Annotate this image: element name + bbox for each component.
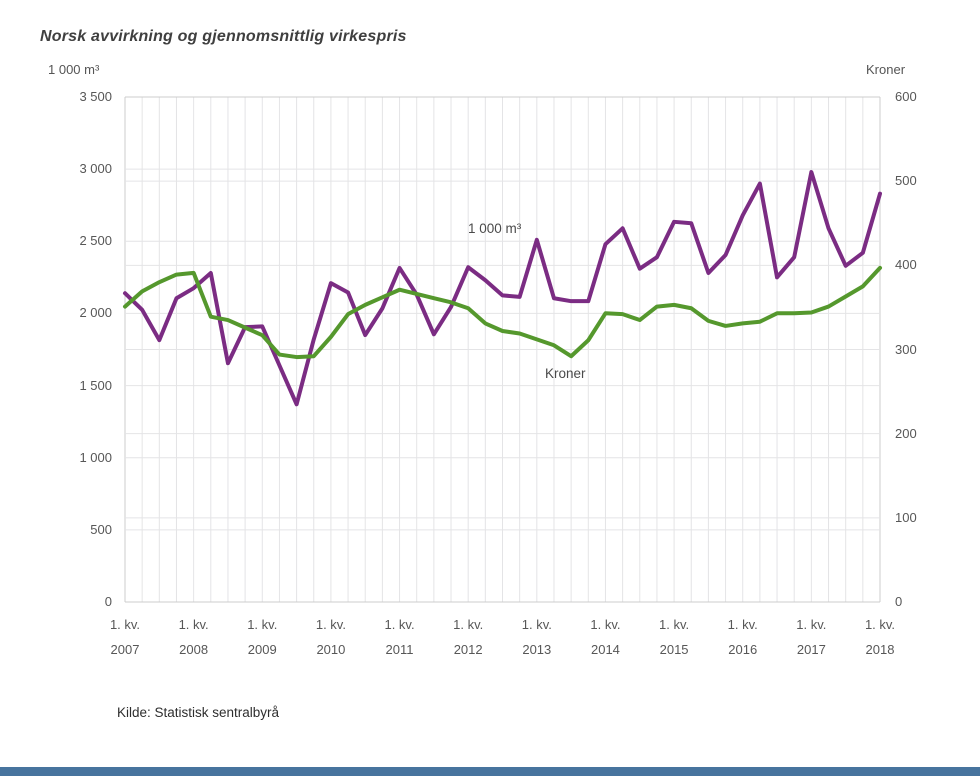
volume-series-label: 1 000 m³	[468, 221, 522, 236]
left-axis-unit: 1 000 m³	[48, 62, 100, 77]
x-axis-tick: 1. kv. 2016	[727, 617, 758, 657]
right-axis-tick: 400	[895, 257, 917, 273]
left-axis-tick: 2 500	[79, 233, 112, 249]
right-axis-tick: 100	[895, 509, 917, 525]
x-axis-tick: 1. kv. 2013	[521, 617, 552, 657]
x-axis-tick: 1. kv. 2015	[659, 617, 690, 657]
x-axis-tick: 1. kv. 2017	[796, 617, 827, 657]
right-axis-tick: 600	[895, 89, 917, 104]
x-axis-tick: 1. kv. 2011	[384, 617, 415, 657]
right-axis-tick: 300	[895, 341, 917, 357]
right-axis-tick: 500	[895, 173, 917, 189]
x-axis-tick: 1. kv. 2008	[178, 617, 209, 657]
x-axis-tick: 1. kv. 2009	[247, 617, 278, 657]
x-axis-tick: 1. kv. 2018	[864, 617, 896, 657]
left-axis-tick: 0	[104, 594, 112, 609]
left-axis-tick: 3 000	[79, 161, 112, 177]
source-credit: Kilde: Statistisk sentralbyrå	[117, 705, 280, 720]
right-axis-unit: Kroner	[866, 62, 906, 77]
left-axis-tick: 1 500	[79, 377, 112, 393]
x-axis-tick: 1. kv. 2014	[590, 617, 621, 657]
series-line-price	[123, 265, 882, 360]
x-axis-tick: 1. kv. 2007	[109, 617, 141, 657]
x-axis-tick: 1. kv. 2012	[453, 617, 484, 657]
series-line-volume	[123, 170, 882, 407]
right-axis-tick: 0	[895, 594, 903, 609]
left-axis-tick: 1 000	[79, 449, 112, 465]
left-axis-tick: 2 000	[79, 305, 112, 321]
bottom-accent-bar	[0, 767, 980, 776]
price-series-label: Kroner	[545, 366, 586, 381]
x-axis-tick: 1. kv. 2010	[315, 617, 346, 657]
left-axis-tick: 3 500	[79, 89, 112, 104]
right-axis-tick: 200	[895, 425, 917, 441]
chart-title: Norsk avvirkning og gjennomsnittlig virk…	[40, 28, 407, 45]
left-axis-tick: 500	[90, 521, 112, 537]
